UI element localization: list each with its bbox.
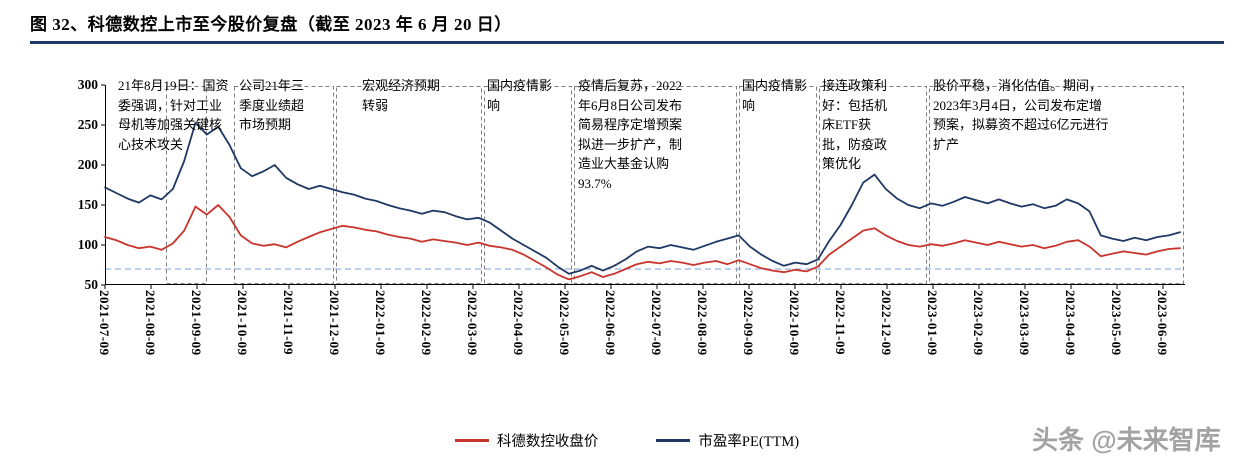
x-tick-label: 2021-11-09 bbox=[281, 290, 297, 355]
period-box bbox=[574, 86, 737, 284]
pe-line-swatch bbox=[656, 439, 691, 442]
x-tick-label: 2022-03-09 bbox=[465, 290, 481, 356]
period-box bbox=[819, 86, 927, 284]
x-tick-label: 2022-04-09 bbox=[511, 290, 527, 356]
chart-annotation: 公司21年三季度业绩超市场预期 bbox=[239, 78, 305, 132]
x-tick-label: 2022-06-09 bbox=[603, 290, 619, 356]
period-box bbox=[234, 86, 334, 284]
price-line-swatch bbox=[454, 439, 489, 442]
chart-annotation: 疫情后复苏，2022年6月8日公司发布简易程序定增预案拟进一步扩产，制造业大基金… bbox=[578, 78, 683, 191]
x-tick-label: 2022-12-09 bbox=[879, 290, 895, 356]
x-tick-label: 2023-01-09 bbox=[925, 290, 941, 356]
y-tick-label: 300 bbox=[77, 77, 98, 92]
x-tick-label: 2022-11-09 bbox=[833, 290, 849, 355]
legend-label: 科德数控收盘价 bbox=[496, 434, 599, 450]
title-underline bbox=[30, 41, 1224, 44]
x-tick-label: 2022-08-09 bbox=[695, 290, 711, 356]
figure-title: 图 32、科德数控上市至今股价复盘（截至 2023 年 6 月 20 日） bbox=[30, 15, 512, 34]
chart-annotation: 接连政策利好：包括机床ETF获批，防疫政策优化 bbox=[822, 78, 888, 171]
period-box bbox=[484, 86, 572, 284]
y-tick-label: 150 bbox=[77, 197, 98, 212]
x-tick-label: 2023-02-09 bbox=[971, 290, 987, 356]
x-tick-label: 2022-05-09 bbox=[557, 290, 573, 356]
x-tick-label: 2022-02-09 bbox=[419, 290, 435, 356]
y-tick-label: 250 bbox=[77, 117, 98, 132]
legend-item: 市盈率PE(TTM) bbox=[656, 430, 799, 451]
period-box bbox=[336, 86, 482, 284]
legend: 科德数控收盘价 市盈率PE(TTM) bbox=[0, 430, 1254, 451]
chart-annotation: 21年8月19日：国资委强调，针对工业母机等加强关键核心技术攻关 bbox=[118, 78, 229, 152]
x-tick-label: 2021-10-09 bbox=[235, 290, 251, 356]
x-tick-label: 2023-04-09 bbox=[1063, 290, 1079, 356]
legend-label: 市盈率PE(TTM) bbox=[698, 434, 800, 450]
x-tick-label: 2023-05-09 bbox=[1109, 290, 1125, 356]
x-tick-label: 2022-09-09 bbox=[741, 290, 757, 356]
x-tick-label: 2022-01-09 bbox=[373, 290, 389, 356]
chart-annotation: 国内疫情影响 bbox=[742, 78, 808, 113]
y-tick-label: 200 bbox=[77, 157, 98, 172]
watermark: 头条 @未来智库 bbox=[1032, 425, 1221, 455]
y-tick-label: 50 bbox=[84, 277, 99, 292]
x-tick-label: 2021-07-09 bbox=[97, 290, 113, 356]
x-tick-label: 2021-08-09 bbox=[143, 290, 159, 356]
chart-annotation: 国内疫情影响 bbox=[487, 78, 553, 113]
x-tick-label: 2023-06-09 bbox=[1155, 290, 1171, 356]
x-tick-label: 2022-07-09 bbox=[649, 290, 665, 356]
legend-item: 科德数控收盘价 bbox=[454, 430, 599, 451]
y-tick-label: 100 bbox=[77, 237, 98, 252]
period-box bbox=[929, 86, 1184, 284]
x-tick-label: 2022-10-09 bbox=[787, 290, 803, 356]
x-tick-label: 2023-03-09 bbox=[1017, 290, 1033, 356]
x-tick-label: 2021-09-09 bbox=[189, 290, 205, 356]
x-tick-label: 2021-12-09 bbox=[327, 290, 343, 356]
price-line bbox=[104, 204, 1181, 281]
period-box bbox=[739, 86, 817, 284]
pe-line bbox=[104, 121, 1181, 275]
chart-annotation: 宏观经济预期转弱 bbox=[362, 78, 441, 113]
plot-svg bbox=[101, 84, 1185, 289]
chart-annotation: 股价平稳，消化估值。期间，2023年3月4日，公司发布定增预案，拟募资不超过6亿… bbox=[933, 78, 1109, 152]
